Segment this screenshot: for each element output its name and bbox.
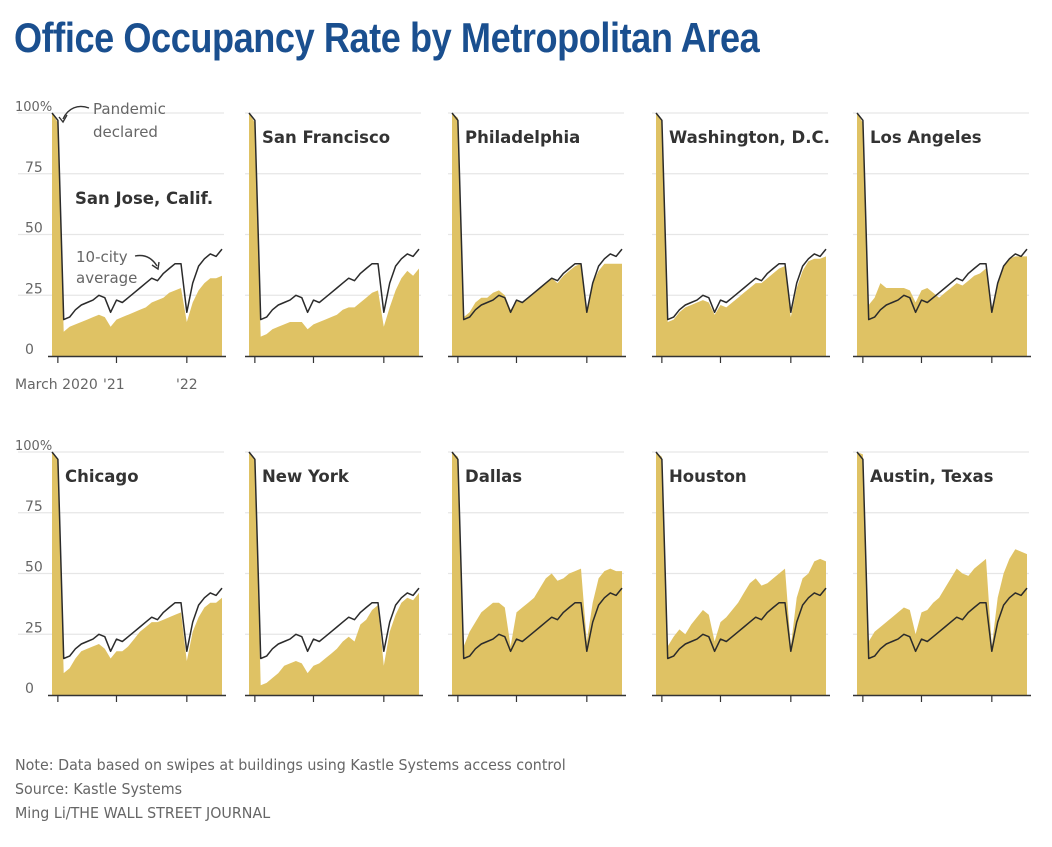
panel-dallas: Dallas	[448, 451, 626, 702]
city-area	[249, 113, 419, 356]
y-tick-label: 50	[25, 560, 43, 576]
city-area	[857, 452, 1027, 695]
footnote-note: Note: Data based on swipes at buildings …	[15, 756, 566, 774]
footnote-source: Source: Kastle Systems	[15, 780, 183, 798]
city-area	[656, 113, 826, 356]
average-line	[51, 112, 223, 321]
city-label: Los Angeles	[870, 128, 982, 147]
y-tick-label: 75	[25, 499, 43, 515]
y-tick-label: 100%	[15, 439, 52, 454]
panel-chicago: Chicago 100% 75 50 25 0	[15, 439, 226, 702]
annotation-average-1: 10-city	[76, 248, 128, 266]
x-tick-label: March 2020	[15, 377, 98, 393]
annotation-average-2: average	[76, 269, 137, 287]
y-tick-label: 0	[25, 342, 34, 358]
x-tick-label: '22	[176, 377, 198, 393]
average-line	[248, 112, 420, 321]
city-label: Austin, Texas	[870, 467, 994, 486]
average-line	[451, 112, 623, 321]
panel-washington-d-c: Washington, D.C.	[652, 112, 830, 363]
panel-new-york: New York	[245, 451, 423, 702]
y-tick-label: 25	[25, 281, 43, 297]
chart-title: Office Occupancy Rate by Metropolitan Ar…	[14, 14, 760, 61]
panel-philadelphia: Philadelphia	[448, 112, 626, 363]
panel-austin-texas: Austin, Texas	[853, 451, 1031, 702]
city-area	[452, 452, 622, 695]
panel-san-jose-calif: San Jose, Calif. 100% 75 50 25 0 March 2020 '21…	[15, 100, 226, 393]
panel-san-francisco: San Francisco	[245, 112, 423, 363]
city-area	[452, 113, 622, 356]
average-line	[655, 112, 827, 321]
city-area	[857, 113, 1027, 356]
footnote-credit: Ming Li/THE WALL STREET JOURNAL	[15, 804, 271, 822]
y-tick-label: 100%	[15, 100, 52, 115]
y-tick-label: 50	[25, 221, 43, 237]
y-tick-label: 75	[25, 160, 43, 176]
city-area	[52, 452, 222, 695]
arrowhead-icon	[151, 261, 160, 271]
city-label: San Jose, Calif.	[75, 189, 213, 208]
panel-houston: Houston	[652, 451, 830, 702]
x-tick-label: '21	[103, 377, 125, 393]
city-area	[52, 113, 222, 356]
city-label: Washington, D.C.	[669, 128, 830, 147]
y-tick-label: 25	[25, 620, 43, 636]
panel-los-angeles: Los Angeles	[853, 112, 1031, 363]
average-line	[856, 112, 1028, 321]
arrow-icon	[62, 105, 90, 120]
city-label: Houston	[669, 467, 747, 486]
annotation-pandemic-2: declared	[93, 123, 158, 141]
average-line	[451, 451, 623, 660]
city-label: Philadelphia	[465, 128, 580, 147]
average-line	[655, 451, 827, 660]
average-line	[51, 451, 223, 660]
city-label: Dallas	[465, 467, 522, 486]
arrowhead-icon	[58, 114, 68, 124]
city-label: Chicago	[65, 467, 139, 486]
arrow-icon	[134, 254, 158, 267]
city-label: San Francisco	[262, 128, 390, 147]
average-line	[248, 451, 420, 660]
city-label: New York	[262, 467, 350, 486]
city-area	[249, 452, 419, 695]
annotation-pandemic: Pandemic	[93, 100, 166, 118]
y-tick-label: 0	[25, 681, 34, 697]
city-area	[656, 452, 826, 695]
average-line	[856, 451, 1028, 660]
